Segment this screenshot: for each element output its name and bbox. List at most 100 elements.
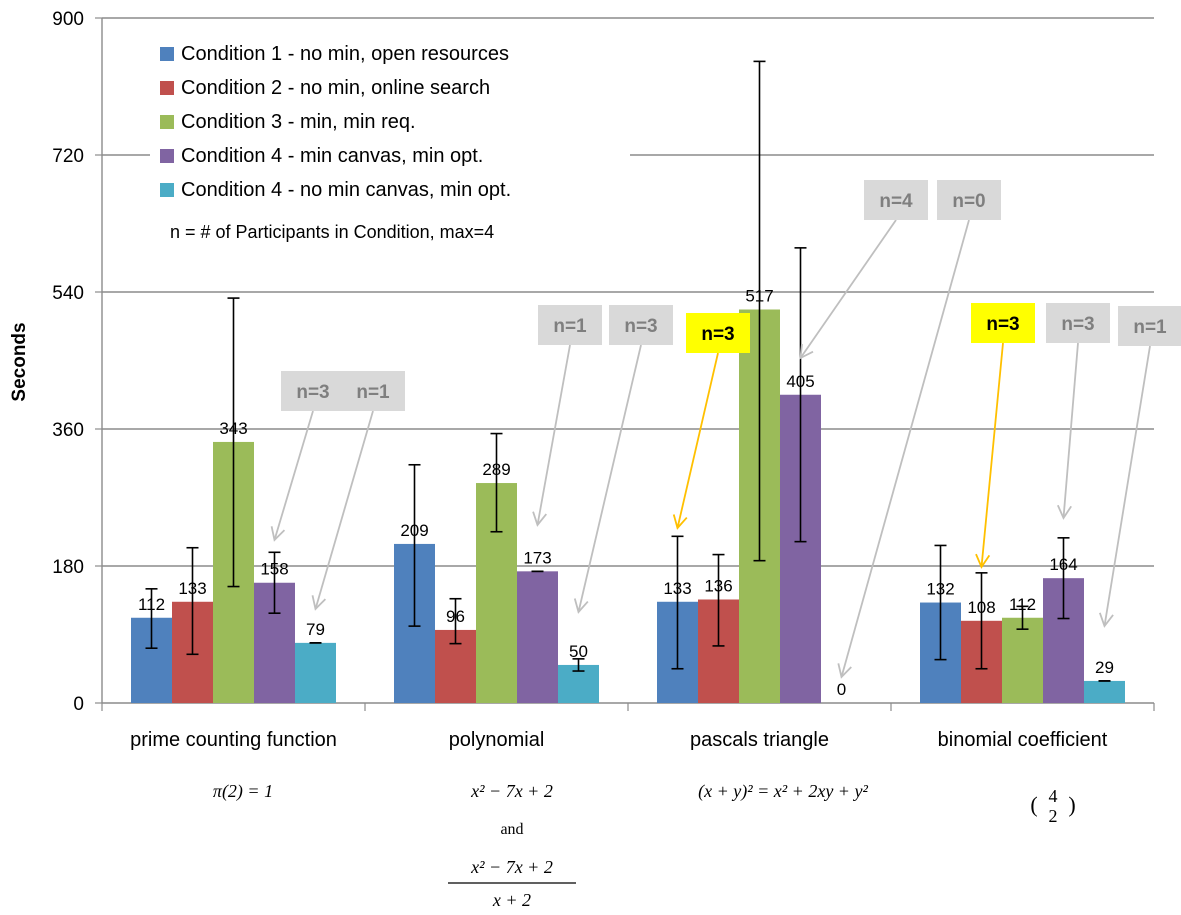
legend-background [150, 28, 630, 266]
annotation-label: n=1 [356, 382, 390, 403]
annotation-box [971, 303, 1035, 343]
formula-poly-and: and [500, 821, 523, 838]
error-bars [145, 60, 1111, 682]
y-tick-label: 0 [73, 694, 84, 715]
y-tick-label: 720 [52, 146, 84, 167]
legend-label: Condition 4 - min canvas, min opt. [181, 145, 483, 167]
legend-label: Condition 4 - no min canvas, min opt. [181, 179, 511, 201]
annotation-label: n=3 [701, 324, 734, 345]
data-label: 0 [837, 680, 846, 699]
annotation-arrowhead [1098, 612, 1114, 628]
formula-poly-1: x² − 7x + 2 [470, 781, 553, 801]
data-label: 164 [1049, 555, 1077, 574]
data-label: 517 [745, 287, 773, 306]
annotation-arrowhead [837, 663, 852, 679]
annotation-arrowhead [799, 343, 814, 360]
annotation-box [1046, 303, 1110, 343]
y-tick-label: 360 [52, 420, 84, 441]
y-tick-label: 180 [52, 557, 84, 578]
annotation-label: n=3 [624, 316, 657, 337]
formula-binom-close: ) [1068, 792, 1075, 817]
annotation-arrow [840, 219, 970, 678]
formulas: π(2) = 1 x² − 7x + 2 and x² − 7x + 2 x +… [213, 781, 1076, 910]
annotation-arrowhead [1057, 504, 1072, 520]
data-label: 158 [260, 560, 288, 579]
formula-poly-num: x² − 7x + 2 [470, 857, 553, 877]
annotation-box [538, 305, 602, 345]
legend-swatch [160, 81, 174, 95]
data-label: 209 [400, 521, 428, 540]
annotation-arrow [1062, 342, 1079, 519]
annotation-box [281, 371, 345, 411]
annotation-box [686, 313, 750, 353]
legend-label: Condition 2 - no min, online search [181, 77, 490, 99]
formula-binom-top: 4 [1049, 786, 1058, 806]
annotation-arrowhead [532, 511, 547, 527]
annotation-label: n=3 [986, 314, 1019, 335]
annotation-arrowhead [975, 553, 991, 569]
data-label: 112 [138, 595, 165, 614]
legend-swatch [160, 149, 174, 163]
annotation-arrowhead [573, 598, 589, 614]
annotation-box [609, 305, 673, 345]
formula-binom-bottom: 2 [1049, 806, 1058, 826]
bar [295, 642, 336, 703]
data-label: 343 [219, 419, 247, 438]
bars [131, 309, 1125, 703]
value-labels: 112 209 133 132 133 96 136 108 343 289 517 112 158 17… [138, 287, 1114, 699]
legend-swatch [160, 115, 174, 129]
annotation-arrow [577, 344, 642, 613]
y-tick-label: 900 [52, 9, 84, 30]
formula-binom-open: ( [1030, 792, 1037, 817]
legend-note: n = # of Participants in Condition, max=… [170, 222, 494, 242]
y-axis-title: Seconds [9, 322, 30, 401]
legend-swatch [160, 183, 174, 197]
data-label: 79 [306, 620, 325, 639]
data-label: 108 [967, 598, 995, 617]
annotation-label: n=0 [952, 191, 985, 212]
data-label: 289 [482, 460, 510, 479]
data-label: 50 [569, 642, 588, 661]
formula-prime: π(2) = 1 [213, 781, 273, 802]
data-label: 405 [786, 372, 814, 391]
annotation-arrowhead [311, 595, 327, 611]
annotation-label: n=1 [1133, 317, 1167, 338]
annotation-arrow [676, 352, 719, 529]
bar [1084, 680, 1125, 703]
data-label: 132 [926, 580, 954, 599]
data-label: 133 [663, 579, 691, 598]
bar [517, 571, 558, 703]
bar [1002, 617, 1043, 703]
x-tick-label: binomial coefficient [938, 729, 1108, 751]
annotation-arrow [314, 410, 374, 610]
annotation-arrow [799, 219, 897, 359]
annotation-arrow [273, 410, 314, 541]
data-label: 173 [523, 548, 551, 567]
data-label: 136 [704, 576, 732, 595]
data-label: 133 [178, 579, 206, 598]
data-label: 96 [446, 607, 465, 626]
legend-label: Condition 1 - no min, open resources [181, 43, 509, 65]
y-tick-label: 540 [52, 283, 84, 304]
annotation-box [937, 180, 1001, 220]
x-tick-label: polynomial [449, 729, 545, 751]
annotations: n=3 n=1 n=1 n=3 n=3 n=4 n=0 n=3 n=3 n=1 [270, 180, 1181, 679]
annotation-box [1118, 306, 1181, 346]
annotation-label: n=3 [1061, 314, 1094, 335]
data-label: 29 [1095, 658, 1114, 677]
x-tick-label: pascals triangle [690, 729, 829, 751]
annotation-arrow [980, 342, 1004, 568]
x-tick-label: prime counting function [130, 729, 337, 751]
annotation-arrowhead [672, 514, 688, 530]
legend-label: Condition 3 - min, min req. [181, 111, 416, 133]
annotation-label: n=4 [879, 191, 913, 212]
annotation-label: n=1 [553, 316, 587, 337]
annotation-arrow [1103, 345, 1151, 627]
formula-poly-den: x + 2 [492, 890, 531, 910]
legend-swatch [160, 47, 174, 61]
annotation-arrow [536, 344, 571, 526]
annotation-arrowhead [270, 526, 286, 542]
legend: Condition 1 - no min, open resources Cond… [150, 28, 630, 266]
formula-pascal: (x + y)² = x² + 2xy + y² [698, 781, 868, 802]
